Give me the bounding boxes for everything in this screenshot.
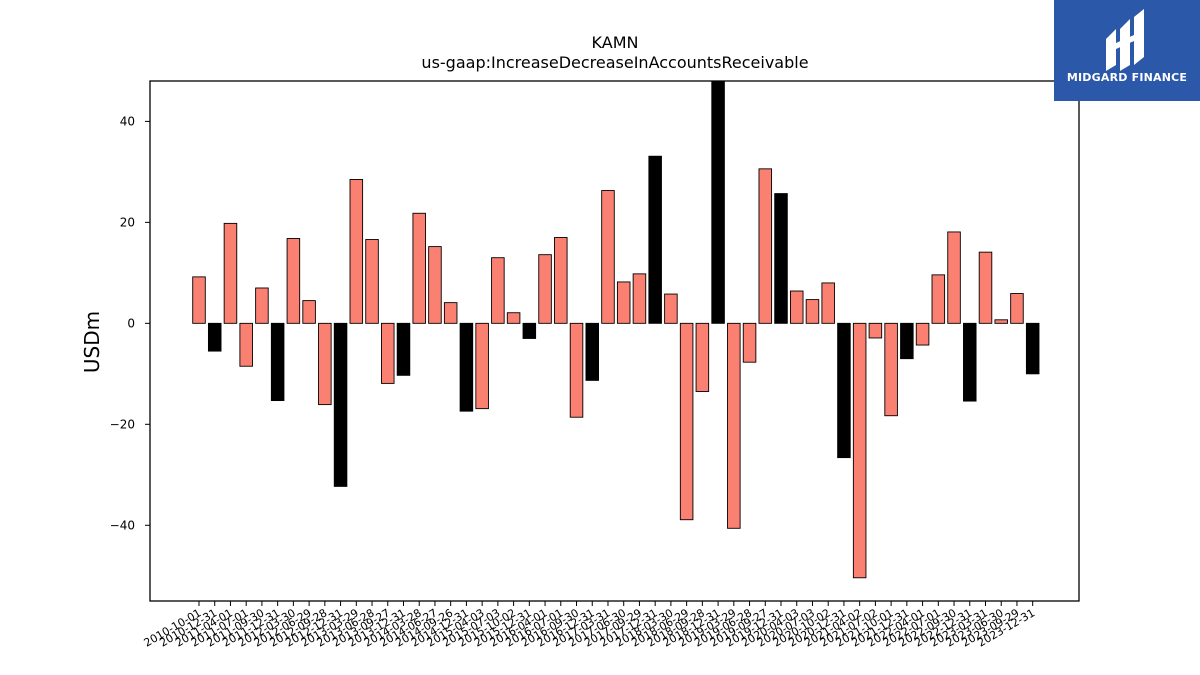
bar-2021-10-01 (884, 322, 898, 417)
bar-2016-12-31 (585, 322, 600, 381)
bar-2011-12-31 (270, 322, 285, 402)
bar-2018-09-28 (695, 322, 710, 392)
bar-2013-09-27 (381, 322, 395, 384)
bar-2010-10-01 (192, 276, 206, 324)
bar-2023-12-31 (1025, 322, 1040, 375)
bar-2021-07-02 (868, 322, 883, 339)
bar-2017-06-30 (616, 281, 631, 324)
bar-2020-07-03 (805, 299, 820, 324)
bar-2018-06-29 (679, 322, 694, 521)
bar-2018-12-31 (711, 80, 725, 324)
y-tick-label: −20 (110, 417, 135, 431)
y-axis: −40 −20 0 20 40 (110, 114, 150, 532)
bar-2015-07-03 (491, 257, 505, 324)
bar-2014-09-26 (443, 302, 458, 324)
y-tick-label: 40 (120, 114, 135, 128)
bar-2021-04-02 (852, 322, 867, 579)
brand-logo-text: MIDGARD FINANCE (1066, 71, 1188, 84)
bar-2013-12-31 (396, 322, 411, 376)
bar-2013-06-28 (365, 239, 379, 324)
bar-2012-12-31 (333, 322, 348, 487)
bar-2022-04-01 (915, 322, 930, 346)
bar-2016-07-01 (554, 237, 568, 324)
y-tick-label: 0 (127, 316, 135, 330)
bar-2012-03-30 (286, 238, 301, 324)
bar-2019-12-31 (774, 193, 788, 324)
bar-2019-06-28 (742, 322, 757, 363)
bar-2010-12-31 (207, 322, 222, 352)
bar-2014-06-27 (428, 246, 442, 324)
bar-2023-03-31 (978, 251, 993, 324)
x-axis: 2010-10-012010-12-312011-04-012011-07-01… (142, 601, 1037, 650)
bar-2022-09-30 (947, 231, 961, 324)
bar-2014-12-31 (459, 322, 474, 412)
bar-2021-12-31 (900, 322, 914, 360)
chart-subtitle: us-gaap:IncreaseDecreaseInAccountsReceiv… (421, 53, 808, 72)
y-tick-label: −40 (110, 518, 135, 532)
y-tick-label: 20 (120, 215, 135, 229)
bar-2018-03-30 (664, 293, 678, 324)
bar-2014-03-28 (412, 212, 426, 324)
chart-title: KAMN (592, 33, 639, 52)
bar-2015-10-02 (506, 312, 521, 324)
bar-2022-07-01 (931, 274, 946, 324)
bar-2015-04-03 (475, 322, 489, 410)
bar-2022-12-31 (963, 322, 977, 402)
bar-2012-06-29 (302, 300, 316, 324)
plot-frame (149, 80, 1080, 602)
bar-2017-12-31 (648, 155, 662, 324)
bar-2020-12-31 (837, 322, 851, 459)
midgard-logo-mark-icon (1106, 9, 1144, 71)
brand-logo: MIDGARD FINANCE (1054, 0, 1200, 101)
bar-2020-04-03 (789, 290, 804, 324)
bar-2016-09-30 (569, 322, 584, 418)
bars-group (192, 80, 1040, 579)
bar-2017-03-31 (601, 190, 615, 324)
bar-2023-06-30 (994, 319, 1008, 324)
bar-2023-09-29 (1010, 293, 1024, 324)
y-axis-label: USDm (80, 311, 104, 373)
bar-2017-09-29 (632, 273, 647, 324)
bar-2019-03-29 (727, 322, 741, 529)
bar-2020-10-02 (821, 282, 835, 324)
bar-2015-12-31 (522, 322, 537, 339)
bar-2016-04-01 (538, 254, 552, 324)
bar-2013-03-29 (349, 178, 364, 324)
bar-2012-09-28 (318, 322, 332, 406)
bar-2011-09-30 (255, 287, 269, 324)
bar-2011-07-01 (239, 322, 253, 367)
bar-2011-04-01 (223, 222, 238, 324)
bar-2019-09-27 (758, 168, 773, 324)
